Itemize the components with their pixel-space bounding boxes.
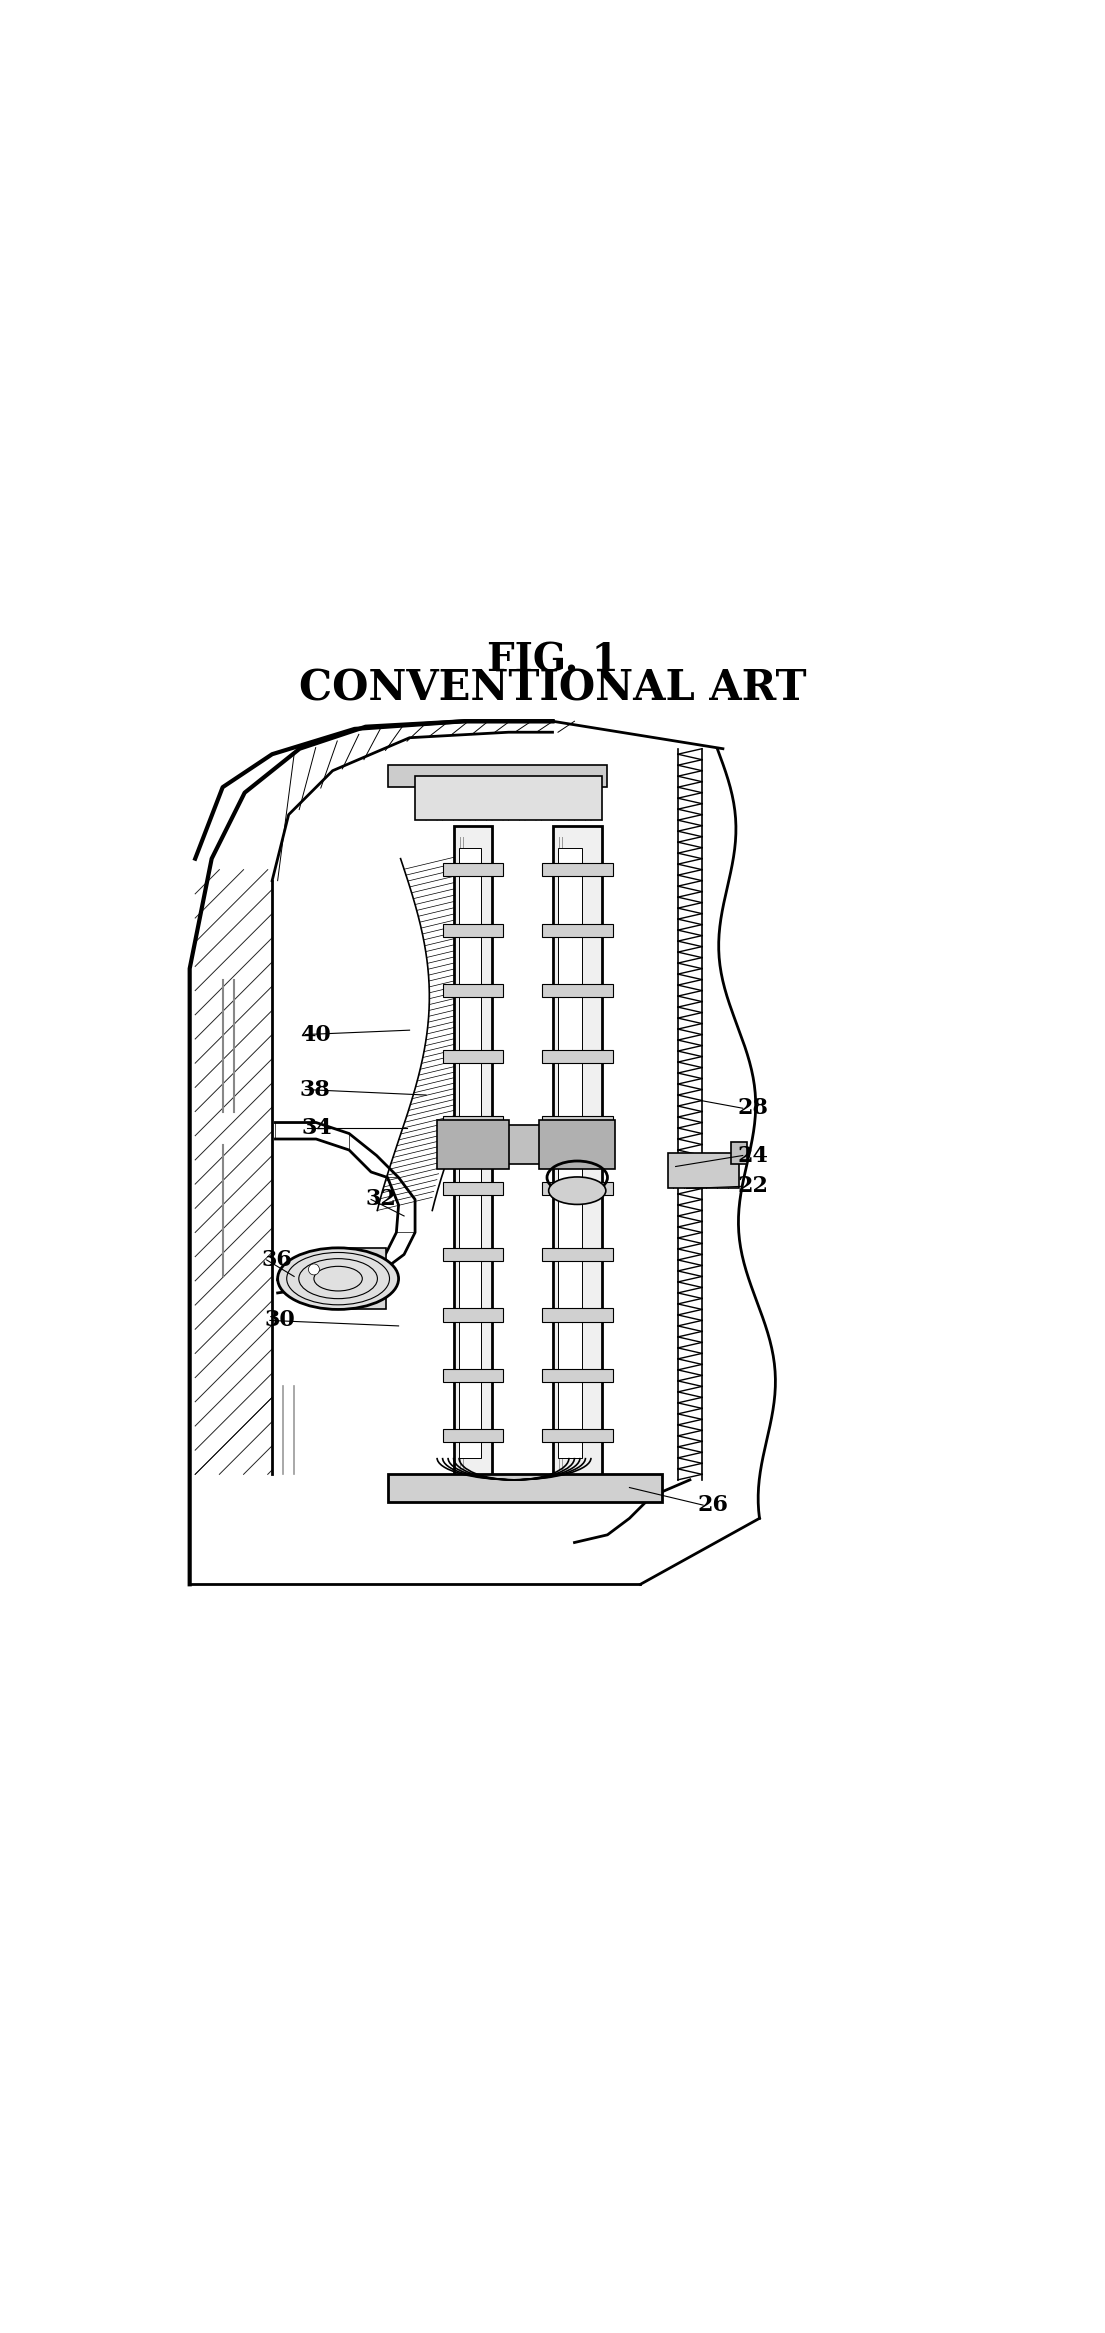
Text: 22: 22 xyxy=(737,1176,768,1197)
Text: 28: 28 xyxy=(737,1097,768,1120)
Bar xyxy=(541,1183,613,1194)
Bar xyxy=(541,1248,613,1262)
Bar xyxy=(388,765,608,786)
Text: 24: 24 xyxy=(737,1146,768,1166)
Bar xyxy=(541,924,613,938)
Bar xyxy=(541,1430,613,1442)
Bar xyxy=(541,1050,613,1064)
Bar xyxy=(541,1369,613,1381)
Text: 30: 30 xyxy=(264,1309,295,1332)
Text: 40: 40 xyxy=(299,1024,330,1045)
Bar xyxy=(415,777,602,821)
Ellipse shape xyxy=(277,1248,399,1309)
Bar xyxy=(443,1430,503,1442)
Bar xyxy=(730,1143,747,1164)
Text: 36: 36 xyxy=(261,1248,292,1271)
Text: FIG. 1: FIG. 1 xyxy=(486,642,619,679)
Text: 38: 38 xyxy=(299,1078,330,1101)
Bar xyxy=(443,863,503,877)
Text: 26: 26 xyxy=(697,1493,728,1516)
Bar xyxy=(338,1248,387,1309)
Bar xyxy=(443,924,503,938)
Bar xyxy=(388,1474,662,1502)
Text: 34: 34 xyxy=(302,1118,333,1139)
Bar xyxy=(552,826,602,1479)
Bar xyxy=(492,1125,552,1164)
Bar xyxy=(443,985,503,996)
Bar xyxy=(459,847,481,1458)
Bar xyxy=(443,1050,503,1064)
Bar xyxy=(541,985,613,996)
Text: CONVENTIONAL ART: CONVENTIONAL ART xyxy=(298,667,807,709)
Bar xyxy=(438,1120,508,1169)
Bar xyxy=(443,1309,503,1320)
Circle shape xyxy=(308,1264,319,1274)
Bar xyxy=(541,1309,613,1320)
Bar xyxy=(558,847,582,1458)
Bar xyxy=(541,1115,613,1129)
Bar xyxy=(443,1248,503,1262)
Bar xyxy=(453,826,492,1479)
Bar xyxy=(539,1120,615,1169)
Text: 32: 32 xyxy=(366,1187,397,1211)
Bar xyxy=(443,1369,503,1381)
Bar xyxy=(443,1183,503,1194)
Ellipse shape xyxy=(549,1176,606,1204)
Bar xyxy=(443,1115,503,1129)
Bar xyxy=(541,863,613,877)
Bar xyxy=(667,1153,739,1187)
